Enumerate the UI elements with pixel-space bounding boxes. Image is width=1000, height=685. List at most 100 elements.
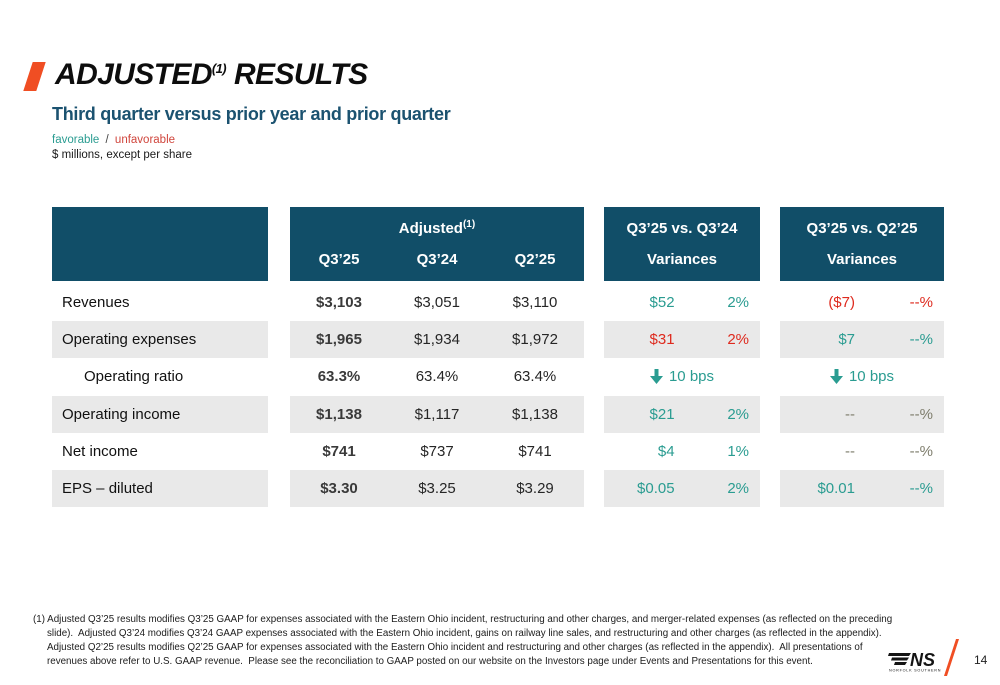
results-table: Adjusted(1) Q3’25 Q3’24 Q2’25 Q3’25 vs. …: [52, 207, 944, 508]
value-q3-25: $741: [322, 442, 356, 460]
column-gap: [760, 284, 780, 321]
column-gap: [268, 321, 290, 358]
qoq-value: --: [845, 405, 855, 423]
qoq-pct: --%: [909, 480, 933, 498]
qoq-variance-cell: -- --%: [780, 395, 944, 433]
qoq-value: $0.01: [817, 480, 855, 498]
column-gap: [584, 358, 604, 395]
qoq-variance-header: Q3’25 vs. Q2’25 Variances: [780, 207, 944, 281]
adjusted-values: $741 $737 $741: [290, 433, 584, 470]
qoq-variance-cell: 10 bps: [780, 358, 944, 395]
norfolk-southern-logo: NS NORFOLK SOUTHERN: [888, 646, 948, 677]
row-label-cell: Operating income: [52, 395, 268, 433]
table-row-revenues: Revenues $3,103 $3,051 $3,110 $52 2% ($7…: [52, 284, 944, 321]
column-gap: [268, 284, 290, 321]
column-gap: [268, 358, 290, 395]
title-footnote-marker: (1): [211, 61, 227, 76]
yoy-bps-change: 10 bps: [604, 368, 760, 385]
legend-unfavorable: unfavorable: [114, 134, 176, 146]
yoy-pct: 2%: [727, 331, 749, 349]
adjusted-footnote-marker: (1): [462, 219, 476, 231]
value-q3-24: $1,934: [414, 331, 460, 349]
qoq-header-line2: Variances: [826, 250, 898, 268]
column-gap: [584, 470, 604, 507]
yoy-pct: 2%: [727, 480, 749, 498]
qoq-header-line1: Q3’25 vs. Q2’25: [806, 220, 918, 238]
yoy-variance-cell: $52 2%: [604, 284, 760, 321]
row-label-cell: Revenues: [52, 284, 268, 321]
col-header-q3-25: Q3’25: [318, 250, 360, 268]
column-gap: [760, 433, 780, 470]
row-label-cell: Operating expenses: [52, 321, 268, 359]
value-q2-25: $741: [518, 442, 552, 460]
yoy-value: $21: [649, 405, 675, 423]
row-label-cell: Net income: [52, 433, 268, 470]
qoq-variance-cell: -- --%: [780, 433, 944, 470]
qoq-variance-cell: $0.01 --%: [780, 469, 944, 508]
units-note: $ millions, except per share: [52, 149, 192, 161]
row-label-cell: Operating ratio: [52, 358, 268, 395]
ns-logo-wordmark: NORFOLK SOUTHERN: [889, 669, 941, 673]
value-q2-25: 63.4%: [513, 368, 557, 386]
table-row-operating-income: Operating income $1,138 $1,117 $1,138 $2…: [52, 395, 944, 433]
value-q3-25: $1,138: [316, 405, 362, 423]
table-row-net-income: Net income $741 $737 $741 $4 1% -- --%: [52, 433, 944, 470]
page-title: ADJUSTED(1) RESULTS: [55, 58, 368, 92]
footnote-line: Adjusted Q2’25 results modifies Q2’25 GA…: [47, 642, 863, 654]
footnote-line: slide). Adjusted Q3’24 modifies Q3’24 GA…: [47, 628, 882, 640]
yoy-pct: 2%: [727, 405, 749, 423]
column-gap: [760, 321, 780, 358]
value-q2-25: $1,138: [512, 405, 558, 423]
yoy-header-line1: Q3’25 vs. Q3’24: [626, 220, 738, 238]
row-label: Revenues: [62, 294, 130, 312]
ns-logo-letters: NS: [910, 650, 935, 670]
yoy-pct: 2%: [727, 294, 749, 312]
qoq-pct: --%: [909, 294, 933, 312]
row-label: Operating ratio: [84, 368, 184, 386]
table-row-operating-ratio: Operating ratio 63.3% 63.4% 63.4% 10 bps…: [52, 358, 944, 395]
column-gap: [584, 433, 604, 470]
col-header-q3-24: Q3’24: [416, 250, 458, 268]
yoy-variance-cell: $4 1%: [604, 433, 760, 470]
yoy-bps-text: 10 bps: [668, 368, 715, 386]
value-q3-24: 63.4%: [415, 368, 459, 386]
yoy-value: $0.05: [637, 480, 675, 498]
column-gap: [760, 358, 780, 395]
column-gap: [760, 396, 780, 433]
ns-logo-icon: NS NORFOLK SOUTHERN: [888, 650, 941, 673]
qoq-variance-cell: $7 --%: [780, 321, 944, 359]
adjusted-values: $3.30 $3.25 $3.29: [290, 469, 584, 508]
footnote-line: (1) Adjusted Q3’25 results modifies Q3’2…: [33, 614, 893, 625]
qoq-value: --: [845, 442, 855, 460]
page-number: 14: [974, 653, 988, 667]
yoy-value: $31: [649, 331, 675, 349]
footnote: (1) Adjusted Q3’25 results modifies Q3’2…: [33, 613, 892, 669]
title-prefix: ADJUSTED: [55, 58, 212, 91]
yoy-variance-cell: $31 2%: [604, 321, 760, 359]
column-gap: [760, 207, 780, 281]
table-row-operating-expenses: Operating expenses $1,965 $1,934 $1,972 …: [52, 321, 944, 359]
value-q3-24: $3,051: [414, 294, 460, 312]
adjusted-values: 63.3% 63.4% 63.4%: [290, 358, 584, 395]
qoq-pct: --%: [909, 331, 933, 349]
value-q3-25: $3.30: [320, 480, 358, 498]
table-header-row: Adjusted(1) Q3’25 Q3’24 Q2’25 Q3’25 vs. …: [52, 207, 944, 281]
row-label: Net income: [62, 442, 138, 460]
adjusted-period-headers: Q3’25 Q3’24 Q2’25: [290, 251, 584, 268]
column-gap: [268, 470, 290, 507]
value-q3-25: $3,103: [316, 294, 362, 312]
row-label: EPS – diluted: [62, 480, 153, 498]
yoy-variance-cell: $21 2%: [604, 395, 760, 433]
col-header-q2-25: Q2’25: [514, 250, 556, 268]
qoq-variance-cell: ($7) --%: [780, 284, 944, 321]
value-q3-25: $1,965: [316, 331, 362, 349]
column-gap: [584, 284, 604, 321]
row-label: Operating income: [62, 405, 181, 423]
adjusted-header-title: Adjusted(1): [290, 219, 584, 238]
value-q2-25: $3.29: [516, 480, 554, 498]
yoy-value: $4: [657, 442, 675, 460]
adjusted-values: $1,138 $1,117 $1,138: [290, 395, 584, 433]
table-row-eps-diluted: EPS – diluted $3.30 $3.25 $3.29 $0.05 2%…: [52, 469, 944, 508]
yoy-value: $52: [649, 294, 675, 312]
